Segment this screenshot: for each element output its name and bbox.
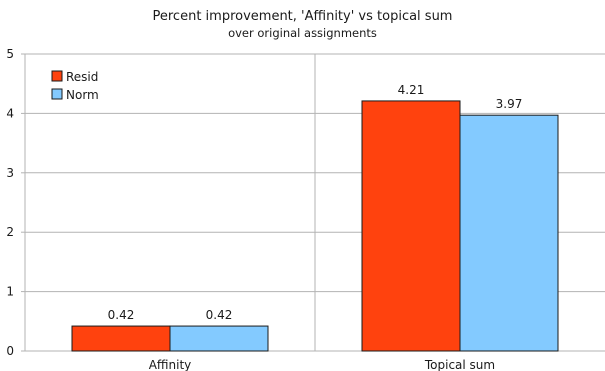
y-tick-label: 2	[6, 225, 14, 239]
data-label: 3.97	[496, 97, 523, 111]
bar-resid-topical-sum	[361, 100, 461, 352]
legend-label-norm: Norm	[66, 88, 99, 102]
data-label: 4.21	[398, 83, 425, 97]
bar-norm-affinity	[169, 325, 269, 352]
bar-resid-affinity	[71, 325, 171, 352]
legend: Resid Norm	[51, 70, 99, 102]
y-tick-label: 4	[6, 106, 14, 120]
y-tick-label: 5	[6, 47, 14, 61]
bar-norm-topical-sum	[459, 114, 559, 352]
legend-label-resid: Resid	[66, 70, 98, 84]
data-label: 0.42	[206, 308, 233, 322]
x-tick-label: Affinity	[149, 358, 192, 371]
y-tick-label: 0	[6, 344, 14, 358]
chart-subtitle: over original assignments	[228, 26, 377, 40]
y-tick-label: 1	[6, 285, 14, 299]
legend-swatch-norm	[51, 88, 63, 100]
y-tick-label: 3	[6, 166, 14, 180]
data-label: 0.42	[108, 308, 135, 322]
x-tick-label: Topical sum	[424, 358, 495, 371]
legend-swatch-resid	[51, 70, 63, 82]
chart-title: Percent improvement, 'Affinity' vs topic…	[153, 9, 453, 24]
